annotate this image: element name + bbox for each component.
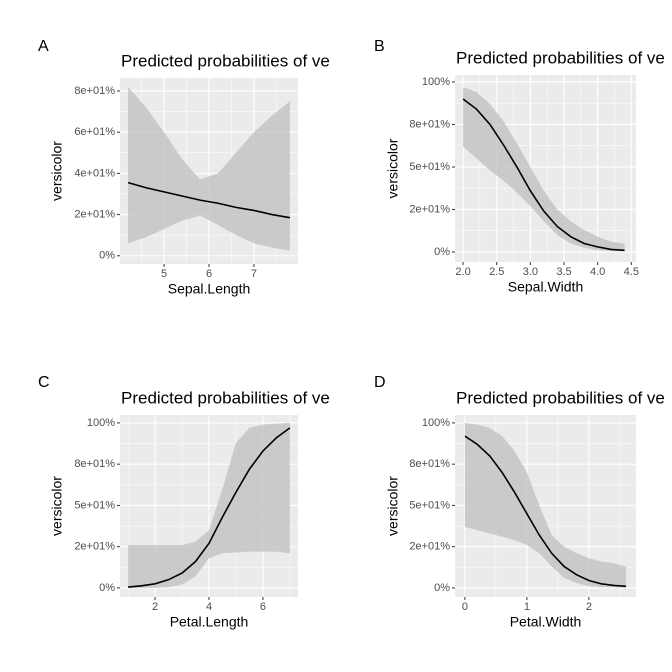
y-tick-label: 8e+01% bbox=[409, 118, 450, 130]
y-tick-label: 5e+01% bbox=[409, 499, 450, 511]
confidence-band bbox=[463, 87, 625, 252]
y-tick-label: 8e+01% bbox=[74, 458, 115, 470]
panel: D Predicted probabilities of ve 0 1 2 0% 2e+01… bbox=[374, 374, 665, 629]
x-tick-label: 5 bbox=[161, 268, 167, 280]
x-tick-label: 7 bbox=[251, 268, 257, 280]
chart-title: Predicted probabilities of ve bbox=[121, 388, 330, 407]
line bbox=[128, 427, 291, 588]
x-tick-label: 3.0 bbox=[523, 266, 538, 278]
x-axis-title: Sepal.Length bbox=[168, 281, 251, 297]
y-tick-label: 0% bbox=[99, 250, 115, 262]
x-tick-label: 6 bbox=[260, 601, 266, 613]
y-tick-label: 0% bbox=[434, 582, 450, 594]
chart-title: Predicted probabilities of ve bbox=[456, 388, 665, 407]
x-tick-label: 2 bbox=[152, 601, 158, 613]
panel: B Predicted probabilities of ve 2.0 2.5 3.0 3… bbox=[374, 38, 665, 294]
y-tick-label: 100% bbox=[87, 417, 115, 429]
confidence-band bbox=[128, 422, 290, 588]
x-tick-label: 3.5 bbox=[556, 266, 571, 278]
x-tick-label: 2.0 bbox=[455, 266, 470, 278]
y-tick-label: 5e+01% bbox=[409, 161, 450, 173]
y-axis-title: versicolor bbox=[49, 141, 65, 201]
y-tick-label: 2e+01% bbox=[74, 541, 115, 553]
y-tick-label: 4e+01% bbox=[74, 167, 115, 179]
y-tick-label: 0% bbox=[99, 582, 115, 594]
panel-tag: A bbox=[38, 38, 49, 55]
y-tick-label: 2e+01% bbox=[409, 541, 450, 553]
x-tick-label: 6 bbox=[206, 268, 212, 280]
line bbox=[464, 435, 627, 588]
y-tick-label: 100% bbox=[422, 417, 450, 429]
y-axis-title: versicolor bbox=[385, 476, 401, 536]
y-axis-title: versicolor bbox=[49, 476, 65, 536]
x-axis-title: Petal.Width bbox=[510, 614, 582, 630]
y-tick-label: 5e+01% bbox=[74, 499, 115, 511]
x-tick-label: 4.5 bbox=[624, 266, 639, 278]
x-axis-title: Petal.Length bbox=[170, 614, 249, 630]
x-tick-label: 2.5 bbox=[489, 266, 504, 278]
x-tick-label: 4 bbox=[206, 601, 212, 613]
line bbox=[462, 98, 625, 252]
x-axis-title: Sepal.Width bbox=[508, 279, 583, 295]
y-tick-label: 8e+01% bbox=[74, 85, 115, 97]
x-tick-label: 2 bbox=[586, 601, 592, 613]
panel: A Predicted probabilities of ve 5 6 7 0% 2e+01… bbox=[38, 38, 330, 296]
y-axis-title: versicolor bbox=[385, 138, 401, 198]
y-tick-label: 6e+01% bbox=[74, 126, 115, 138]
y-tick-label: 8e+01% bbox=[409, 458, 450, 470]
x-tick-label: 0 bbox=[462, 601, 468, 613]
panel-tag: B bbox=[374, 38, 385, 55]
x-tick-label: 4.0 bbox=[590, 266, 605, 278]
chart-title: Predicted probabilities of ve bbox=[121, 51, 330, 70]
line bbox=[127, 181, 291, 219]
panel-tag: D bbox=[374, 374, 386, 391]
y-tick-label: 0% bbox=[434, 246, 450, 258]
y-tick-label: 2e+01% bbox=[74, 208, 115, 220]
chart-title: Predicted probabilities of ve bbox=[456, 48, 665, 67]
x-tick-label: 1 bbox=[524, 601, 530, 613]
panel-tag: C bbox=[38, 374, 50, 391]
confidence-band bbox=[464, 422, 627, 588]
y-tick-label: 100% bbox=[422, 76, 450, 88]
y-tick-label: 2e+01% bbox=[409, 203, 450, 215]
panel: C Predicted probabilities of ve 2 4 6 0% 2e+01… bbox=[38, 374, 330, 629]
